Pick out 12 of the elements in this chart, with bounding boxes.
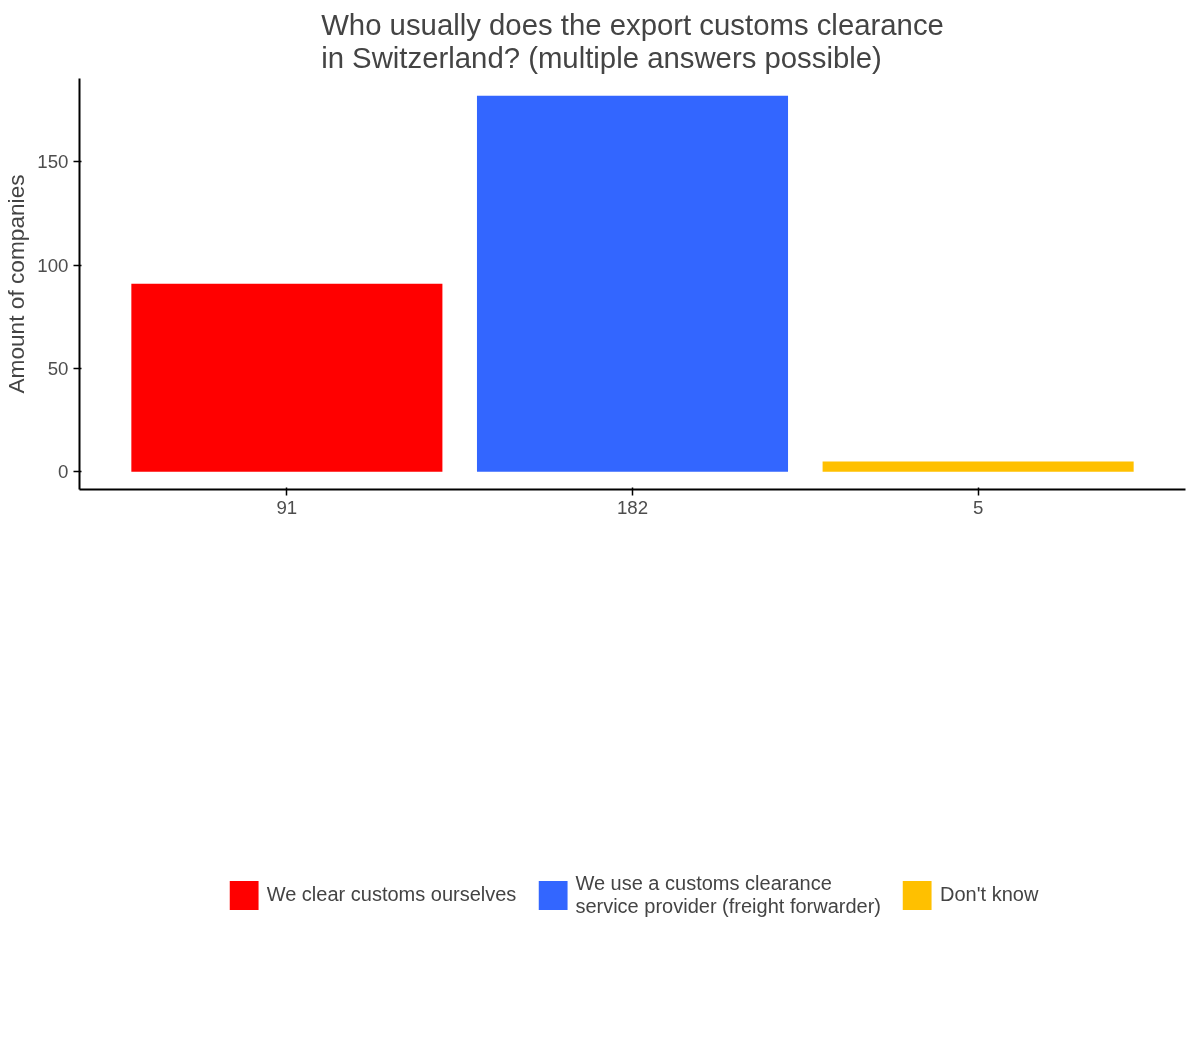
y-tick-label: 150: [37, 151, 69, 173]
x-tick-label: 91: [276, 496, 298, 518]
x-tick-label: 5: [972, 496, 984, 518]
y-tick-label: 100: [37, 254, 69, 276]
legend-label: We clear customs ourselves: [266, 882, 517, 907]
y-tick-label: 50: [47, 357, 69, 379]
y-axis-title: Amount of companies: [3, 174, 30, 394]
y-tick-label: 0: [58, 461, 69, 483]
legend-label: We use a customs clearance service provider (freight forwarder): [575, 871, 882, 918]
chart-title: Who usually does the export customs clearance in Switzerland? (multiple answers possible): [321, 7, 944, 74]
legend-label: Don't know: [940, 882, 1039, 907]
x-tick-label: 182: [616, 496, 649, 518]
